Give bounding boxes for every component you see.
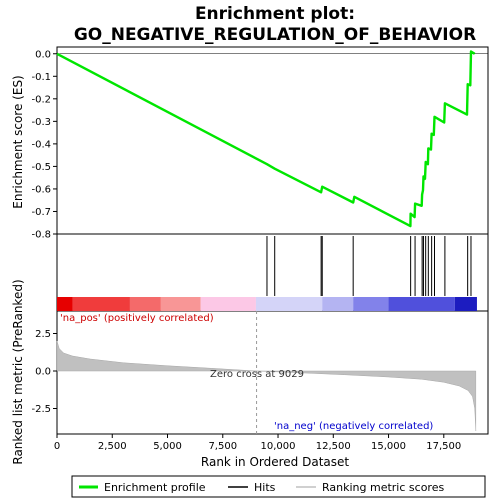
es-tick-label: -0.1 [31,72,51,83]
color-bar-segment [200,297,256,311]
negative-correlation-label: 'na_neg' (negatively correlated) [274,421,433,432]
chart-title-line-1: Enrichment plot: [195,4,355,24]
metric-tick-label: 2.5 [35,329,51,340]
legend-es-label: Enrichment profile [104,481,206,494]
metric-tick-label: -2.5 [31,404,51,415]
x-tick-label: 15,000 [371,441,406,452]
chart-title-line-2: GO_NEGATIVE_REGULATION_OF_BEHAVIOR [74,25,476,45]
es-tick-label: -0.5 [31,162,51,173]
color-bar-segment [129,297,161,311]
es-tick-label: -0.6 [31,184,51,195]
es-axis-label: Enrichment score (ES) [11,75,25,208]
es-panel [56,46,489,235]
legend-metric-label: Ranking metric scores [322,481,444,494]
es-tick-label: -0.2 [31,94,51,105]
x-tick-label: 2,500 [98,441,127,452]
es-tick-label: -0.8 [31,230,51,241]
es-tick-label: 0.0 [35,49,51,60]
x-tick-label: 0 [54,441,60,452]
color-bar-segment [322,297,354,311]
ranking-metric-area [56,311,477,434]
color-bar-segment [57,297,73,311]
x-tick-label: 17,500 [426,441,461,452]
es-tick-label: -0.4 [31,139,51,150]
axis-ticks: 0 2,500 5,000 7,500 10,000 12,500 15,000 17,500… [31,49,461,452]
color-bar-segment [454,297,477,311]
x-tick-label: 10,000 [261,441,296,452]
x-axis-label: Rank in Ordered Dataset [201,455,349,469]
color-bar-segment [255,297,323,311]
positive-correlation-label: 'na_pos' (positively correlated) [60,313,214,324]
es-tick-label: -0.7 [31,207,51,218]
ranking-color-bar [57,297,477,311]
hit-markers [266,236,472,296]
zero-cross-label: Zero cross at 9029 [210,369,304,380]
color-bar-segment [72,297,130,311]
color-bar-segment [388,297,455,311]
enrichment-profile [56,50,488,228]
color-bar-segment [353,297,389,311]
x-tick-label: 5,000 [153,441,182,452]
metric-tick-label: 0.0 [35,367,51,378]
ranking-metric-scores [56,340,477,432]
es-tick-label: -0.3 [31,117,51,128]
metric-axis-label: Ranked list metric (PreRanked) [11,279,25,464]
x-tick-label: 7,500 [208,441,237,452]
legend-hits-label: Hits [254,481,276,494]
color-bar-segment [160,297,201,311]
legend-box [71,475,486,498]
x-tick-label: 12,500 [316,441,351,452]
enrichment-profile-line [56,50,476,228]
